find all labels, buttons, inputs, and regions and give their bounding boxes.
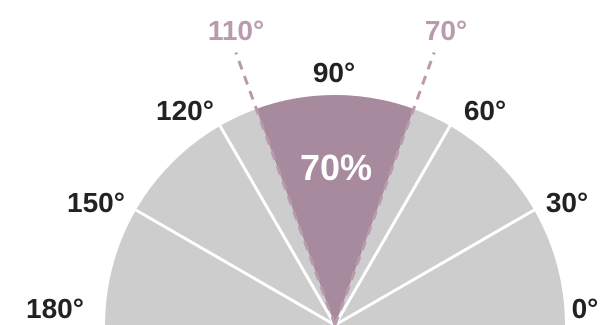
dashed-label-70: 70° (425, 15, 467, 46)
angle-label-150: 150° (67, 187, 125, 218)
divider-line-30 (334, 208, 535, 325)
angle-label-60: 60° (464, 95, 506, 126)
highlight-percent-label: 70% (300, 147, 372, 188)
divider-line-150 (135, 208, 336, 325)
dashed-label-110: 110° (208, 15, 264, 46)
angle-label-90: 90° (313, 57, 355, 88)
angle-label-180: 180° (26, 293, 84, 324)
dashed-line-110 (234, 51, 337, 325)
divider-line-60 (333, 125, 452, 325)
angle-label-0: 0° (572, 293, 599, 324)
angle-label-120: 120° (156, 95, 214, 126)
highlight-wedge (256, 95, 414, 325)
angle-label-30: 30° (546, 187, 588, 218)
dashed-line-70 (333, 51, 436, 325)
divider-line-120 (218, 125, 337, 325)
